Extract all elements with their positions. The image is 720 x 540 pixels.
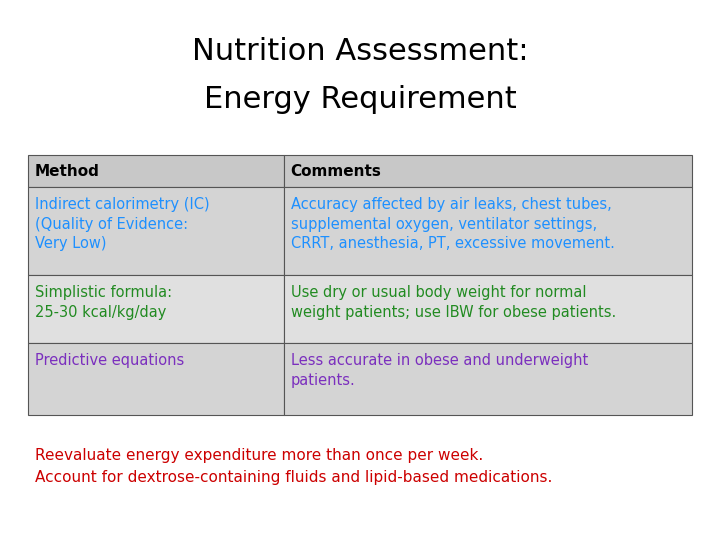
Text: Energy Requirement: Energy Requirement — [204, 85, 516, 114]
Bar — [28, 155, 284, 187]
Bar — [284, 187, 692, 275]
Text: Accuracy affected by air leaks, chest tubes,
supplemental oxygen, ventilator set: Accuracy affected by air leaks, chest tu… — [291, 198, 614, 251]
Text: Use dry or usual body weight for normal
weight patients; use IBW for obese patie: Use dry or usual body weight for normal … — [291, 286, 616, 320]
Text: Account for dextrose-containing fluids and lipid-based medications.: Account for dextrose-containing fluids a… — [35, 470, 552, 485]
Bar — [284, 275, 692, 343]
Bar — [284, 343, 692, 415]
Text: Less accurate in obese and underweight
patients.: Less accurate in obese and underweight p… — [291, 354, 588, 388]
Text: Indirect calorimetry (IC)
(Quality of Evidence:
Very Low): Indirect calorimetry (IC) (Quality of Ev… — [35, 198, 210, 251]
Bar — [28, 187, 284, 275]
Bar — [28, 343, 284, 415]
Text: Simplistic formula:
25-30 kcal/kg/day: Simplistic formula: 25-30 kcal/kg/day — [35, 286, 172, 320]
Text: Method: Method — [35, 164, 100, 179]
Bar — [284, 155, 692, 187]
Text: Nutrition Assessment:: Nutrition Assessment: — [192, 37, 528, 66]
Text: Predictive equations: Predictive equations — [35, 354, 184, 368]
Bar — [28, 275, 284, 343]
Text: Comments: Comments — [291, 164, 382, 179]
Text: Reevaluate energy expenditure more than once per week.: Reevaluate energy expenditure more than … — [35, 448, 483, 463]
